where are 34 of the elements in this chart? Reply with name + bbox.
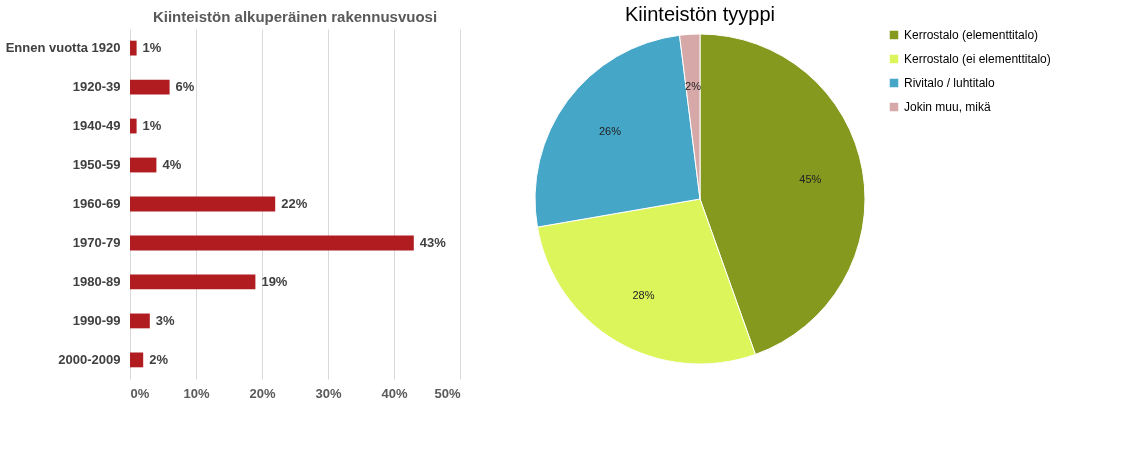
x-tick-label: 0% — [130, 385, 150, 401]
x-tick-label: 30% — [315, 385, 342, 401]
x-tick-label: 50% — [434, 385, 461, 401]
y-tick-label: 1960-69 — [72, 196, 121, 211]
chart-title: Kiinteistön alkuperäinen rakennusvuosi — [152, 8, 438, 25]
data-label: 26% — [598, 125, 622, 138]
data-label: 19% — [261, 273, 288, 289]
data-label: 6% — [175, 79, 195, 95]
y-tick-label: 1940-49 — [72, 118, 121, 134]
data-label: 28% — [632, 288, 655, 301]
legend-label: Kerrostalo (elementtitalo) — [904, 28, 1039, 42]
y-tick-label: 1950-59 — [72, 157, 121, 173]
data-label: 2% — [149, 351, 169, 367]
data-label: 43% — [419, 234, 447, 250]
x-tick-label: 20% — [249, 385, 276, 401]
x-tick-label: 40% — [381, 385, 408, 401]
data-label: 3% — [155, 312, 176, 328]
legend-label: Rivitalo / luhtitalo — [904, 76, 996, 90]
data-label: 22% — [281, 196, 308, 211]
x-tick-label: 10% — [183, 385, 210, 401]
data-label: 2% — [685, 80, 702, 93]
data-label: 4% — [162, 157, 182, 173]
data-label: 1% — [142, 118, 162, 134]
legend-label: Kerrostalo (ei elementtitalo) — [904, 52, 1051, 66]
y-tick-label: Ennen vuotta 1920 — [5, 40, 121, 56]
chart-title: Kiinteistön tyyppi — [624, 3, 776, 25]
y-tick-label: 1920-39 — [72, 79, 121, 95]
data-label: 1% — [142, 40, 162, 56]
y-tick-label: 2000-2009 — [58, 351, 121, 367]
legend-label: Jokin muu, mikä — [904, 100, 992, 114]
y-tick-label: 1980-89 — [72, 273, 121, 289]
data-label: 45% — [799, 172, 822, 185]
y-tick-label: 1970-79 — [72, 234, 121, 250]
y-tick-label: 1990-99 — [72, 312, 121, 328]
